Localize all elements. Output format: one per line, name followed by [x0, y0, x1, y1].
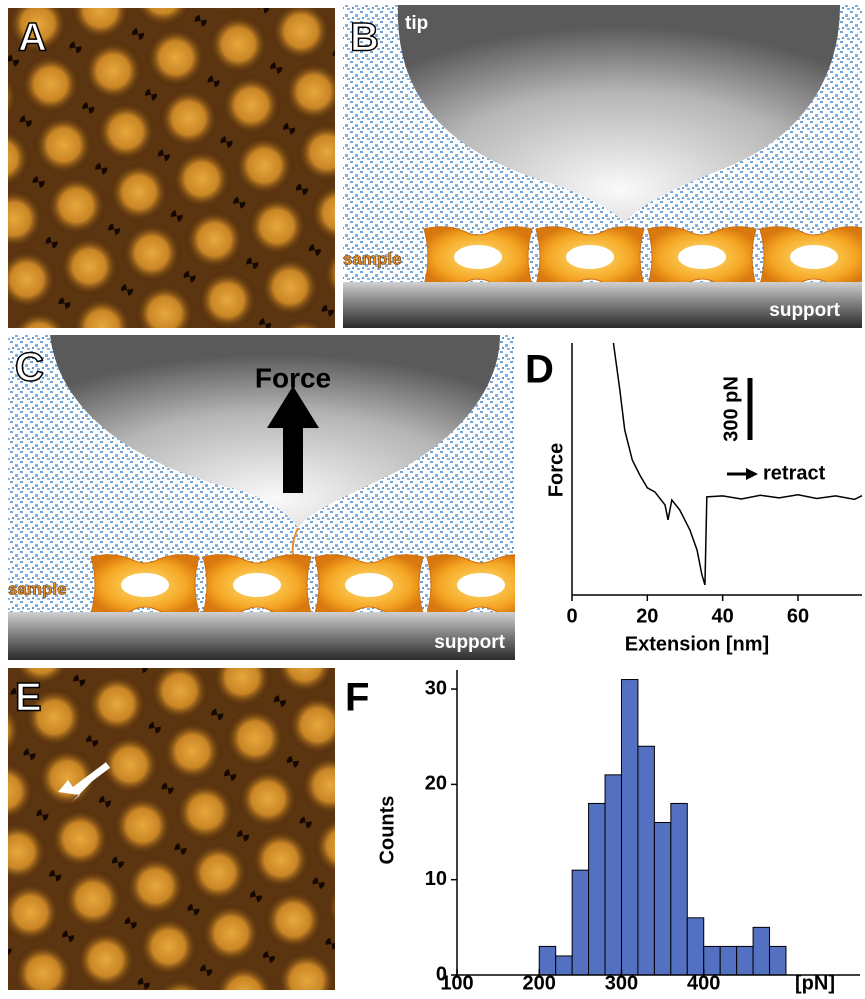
- bar: [539, 946, 555, 975]
- bar: [671, 803, 687, 975]
- y-axis-label: Counts: [376, 796, 398, 865]
- diagram-b: [343, 5, 865, 328]
- y-axis-label: Force: [545, 443, 567, 497]
- sample-unit: [760, 227, 865, 288]
- x-tick-label: 200: [523, 972, 556, 994]
- scale-bar-label: 300 pN: [720, 376, 742, 442]
- sample-unit: [203, 555, 311, 616]
- bar: [753, 927, 769, 975]
- x-axis-label: Extension [nm]: [625, 633, 769, 655]
- x-tick-label: 40: [712, 605, 734, 627]
- bar: [687, 918, 703, 975]
- x-axis-label: [pN]: [795, 972, 835, 994]
- sample-unit: [427, 555, 535, 616]
- sample-unit: [315, 555, 423, 616]
- panel-label: F: [345, 676, 369, 720]
- annotation: retract: [763, 462, 826, 484]
- afm-image: [8, 8, 335, 328]
- x-tick-label: 400: [687, 972, 720, 994]
- panel-label: D: [525, 348, 554, 392]
- x-tick-label: 0: [566, 605, 577, 627]
- x-tick-label: 300: [605, 972, 638, 994]
- bar: [720, 946, 736, 975]
- bar: [704, 946, 720, 975]
- x-tick-label: 20: [636, 605, 658, 627]
- y-tick-label: 20: [425, 773, 447, 795]
- force-arrow: [283, 425, 303, 493]
- bar: [638, 746, 654, 975]
- sample-unit: [536, 227, 644, 288]
- bar: [589, 803, 605, 975]
- figure: A B tip sample support C Force sample su…: [0, 0, 865, 994]
- sample-label: sample: [343, 249, 402, 268]
- sample-unit: [648, 227, 756, 288]
- sample-unit: [91, 555, 199, 616]
- support-label: support: [769, 300, 840, 321]
- bar: [770, 946, 786, 975]
- y-tick-label: 10: [425, 868, 447, 890]
- tip-label: tip: [405, 13, 428, 34]
- retract-arrow-head: [746, 468, 758, 480]
- bar: [605, 775, 621, 975]
- bar: [654, 823, 670, 976]
- panel-label: B: [350, 16, 379, 60]
- panel-label: C: [15, 346, 44, 390]
- panel-label: E: [15, 676, 42, 720]
- bar: [572, 870, 588, 975]
- bar: [737, 946, 753, 975]
- bar: [556, 956, 572, 975]
- sample-label: sample: [8, 579, 67, 598]
- sample-unit: [424, 227, 532, 288]
- afm-image: [8, 668, 335, 990]
- support-label: support: [434, 632, 505, 653]
- y-tick-label: 30: [425, 677, 447, 699]
- bar: [621, 680, 637, 975]
- x-tick-label: 100: [440, 972, 473, 994]
- panel-label: A: [18, 16, 47, 60]
- force-label: Force: [255, 362, 331, 393]
- x-tick-label: 60: [787, 605, 809, 627]
